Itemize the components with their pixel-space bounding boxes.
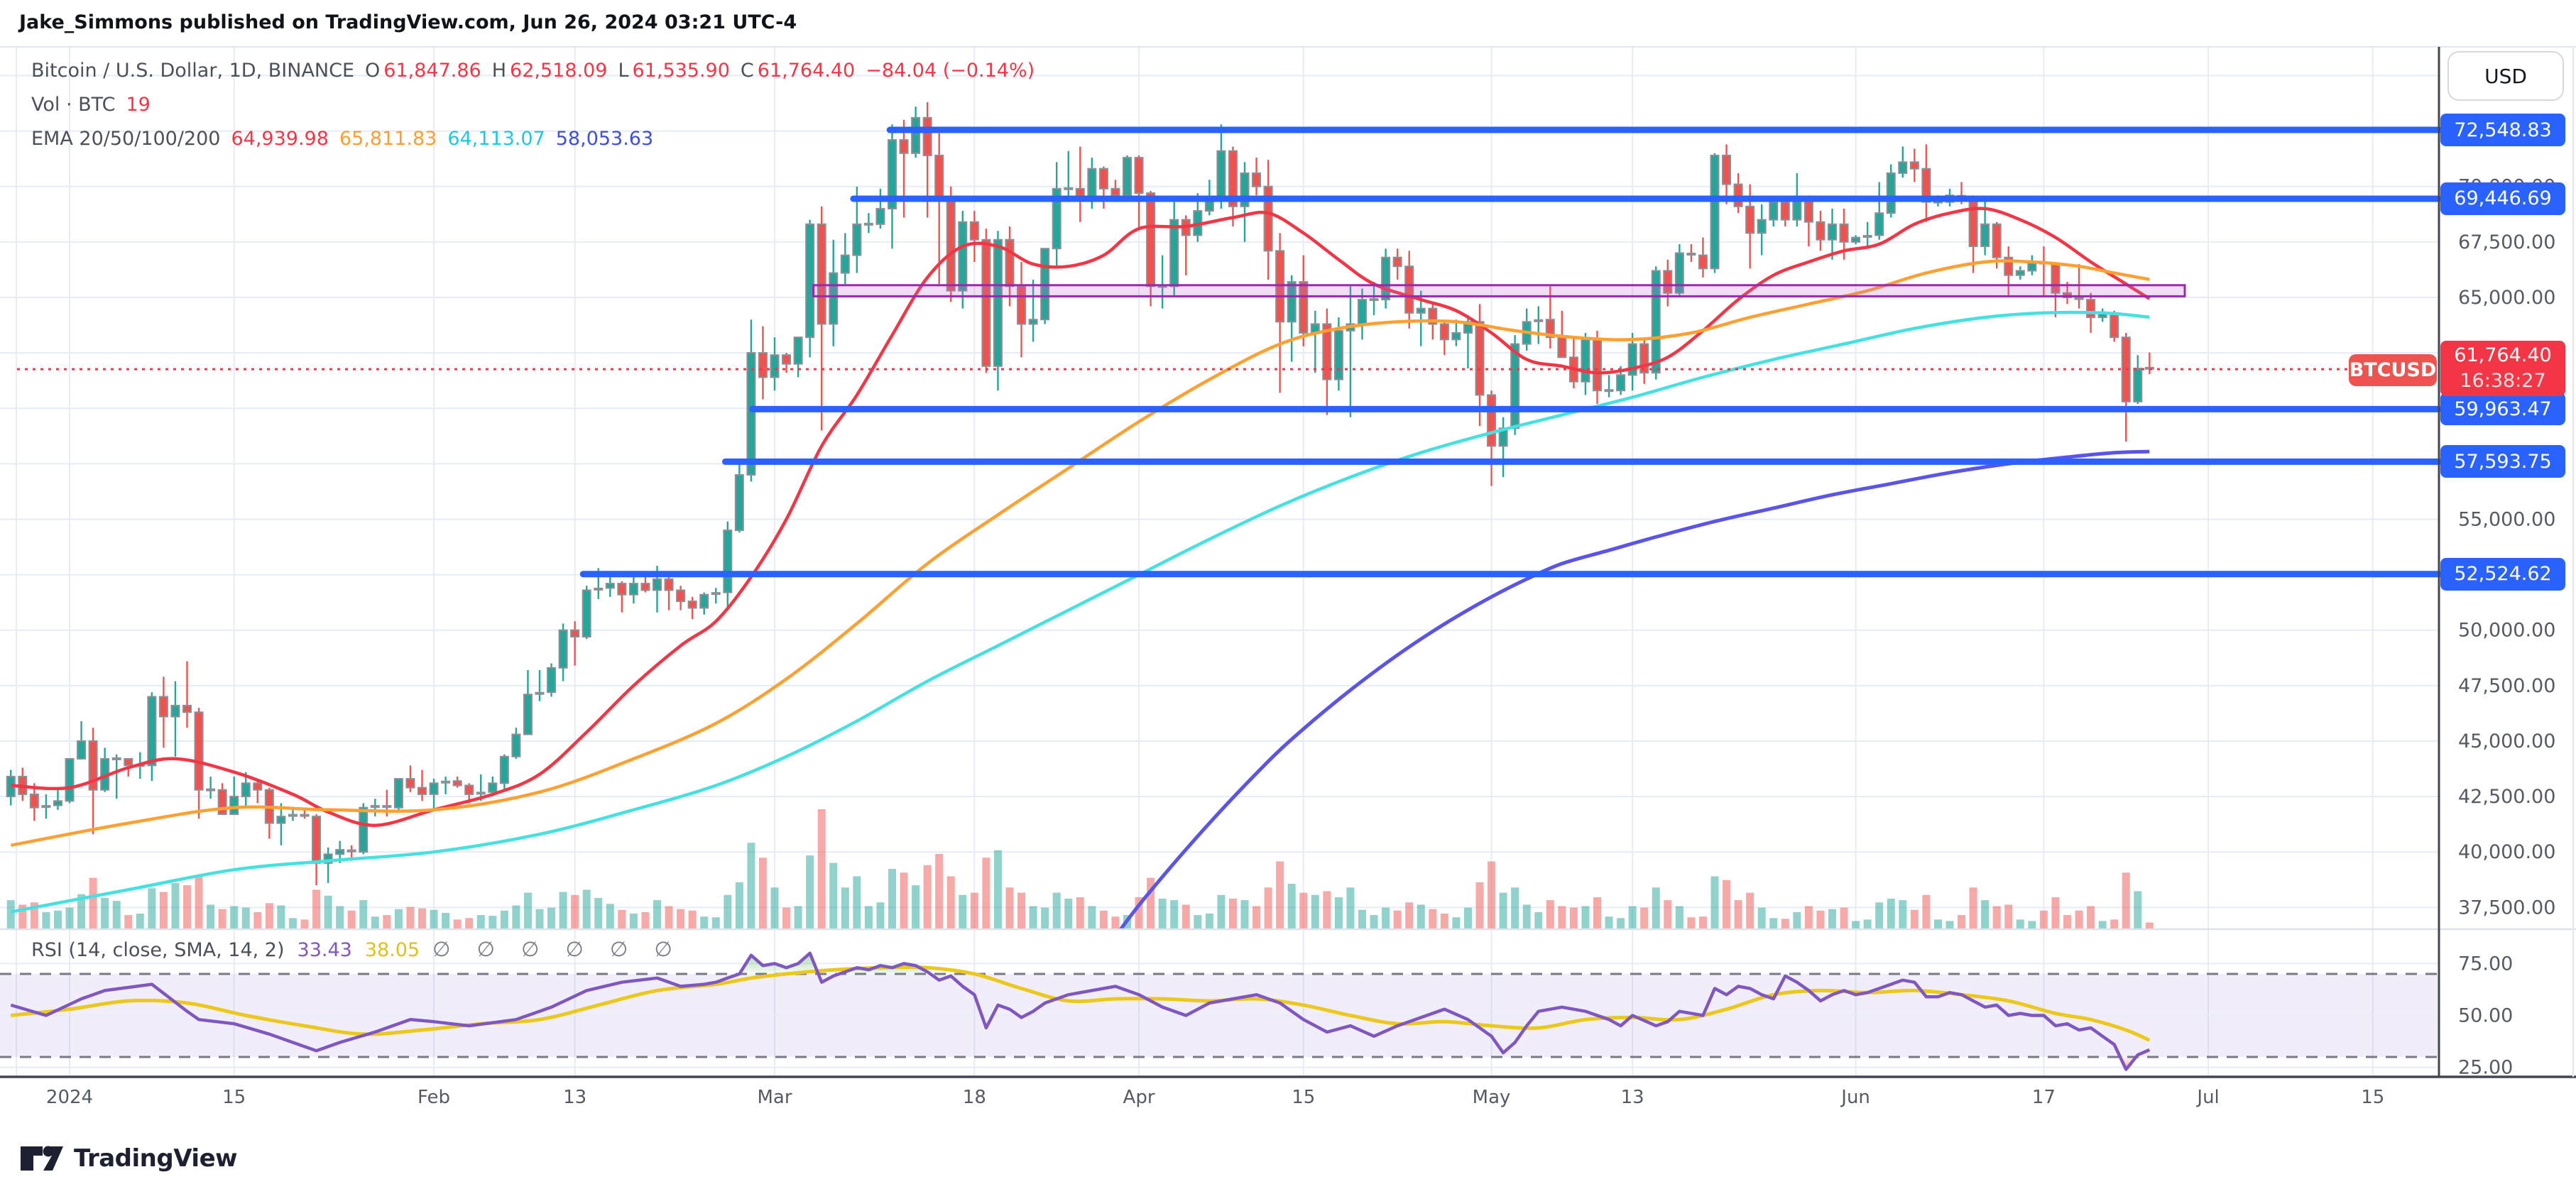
rsi-pane <box>0 951 2438 1071</box>
last-price-badge: 61,764.40 16:38:27 <box>2440 341 2565 396</box>
rsi-label: RSI (14, close, SMA, 14, 2) <box>31 939 285 961</box>
time-axis-label[interactable]: Jun <box>1841 1087 1870 1108</box>
ema200-line <box>1119 449 2150 928</box>
low-label: L <box>618 60 629 82</box>
ohlc-close: C 61,764.40 <box>741 60 855 82</box>
time-axis-label[interactable]: 13 <box>563 1087 587 1108</box>
price-axis-label: 55,000.00 <box>2458 508 2555 530</box>
supply-zone <box>812 284 2186 297</box>
rsi-line <box>10 951 2151 1071</box>
time-axis-label[interactable]: 15 <box>2361 1087 2385 1108</box>
price-axis-label: 67,500.00 <box>2458 231 2555 253</box>
volume-legend-row[interactable]: Vol · BTC 19 <box>31 94 1035 116</box>
time-axis-label[interactable]: 13 <box>1620 1087 1644 1108</box>
tradingview-logo-text: TradingView <box>74 1144 238 1173</box>
time-axis-label[interactable]: 18 <box>962 1087 986 1108</box>
level-price-badge: 57,593.75 <box>2440 445 2565 478</box>
ema-legend-row[interactable]: EMA 20/50/100/200 64,939.98 65,811.83 64… <box>31 128 1035 150</box>
time-axis-label[interactable]: 2024 <box>45 1087 94 1108</box>
volume-label: Vol · BTC <box>31 94 116 116</box>
chart-legend: Bitcoin / U.S. Dollar, 1D, BINANCE O 61,… <box>31 60 1035 162</box>
level-price-badge: 72,548.83 <box>2440 114 2565 147</box>
time-axis-label[interactable]: 15 <box>222 1087 246 1108</box>
price-axis-label: 50,000.00 <box>2458 620 2555 642</box>
symbol-title: Bitcoin / U.S. Dollar, 1D, BINANCE <box>31 60 355 82</box>
volume-value: 19 <box>126 94 151 116</box>
high-value: 62,518.09 <box>510 60 608 82</box>
ema50-line <box>10 259 2150 848</box>
rsi-sma-value: 38.05 <box>364 939 420 961</box>
ema100-line <box>10 310 2150 914</box>
rsi-value: 33.43 <box>297 939 352 961</box>
ema100-value: 64,113.07 <box>447 128 545 150</box>
time-axis-label[interactable]: Mar <box>757 1087 792 1108</box>
rsi-axis-label: 50.00 <box>2458 1005 2513 1027</box>
annotations <box>17 126 2443 578</box>
ema-lines <box>10 207 2151 928</box>
change-value: −84.04 (−0.14%) <box>866 60 1035 82</box>
last-price-value: 61,764.40 <box>2454 344 2552 366</box>
low-value: 61,535.90 <box>632 60 730 82</box>
price-axis-labels: 70,000.0067,500.0065,000.0062,500.0055,0… <box>2458 176 2555 1079</box>
price-axis-label: 47,500.00 <box>2458 675 2555 697</box>
rsi-axis-label: 25.00 <box>2458 1057 2513 1079</box>
rsi-overbought-fill <box>739 953 819 974</box>
level-price-badge: 59,963.47 <box>2440 393 2565 426</box>
price-axis-label: 45,000.00 <box>2458 730 2555 752</box>
tradingview-logo-icon <box>21 1146 63 1171</box>
level-price-badge: 69,446.69 <box>2440 182 2565 215</box>
currency-toggle-button[interactable]: USD <box>2447 51 2564 101</box>
ema20-line <box>11 207 2151 827</box>
rsi-axis-label: 75.00 <box>2458 953 2513 975</box>
time-axis-label[interactable]: 17 <box>2031 1087 2056 1108</box>
price-axis-label: 40,000.00 <box>2458 841 2555 863</box>
ema200-value: 58,053.63 <box>555 128 654 150</box>
price-axis-label: 37,500.00 <box>2458 897 2555 919</box>
symbol-legend-row[interactable]: Bitcoin / U.S. Dollar, 1D, BINANCE O 61,… <box>31 60 1035 82</box>
time-axis-label[interactable]: Jul <box>2197 1087 2220 1108</box>
ema20-value: 64,939.98 <box>231 128 329 150</box>
time-axis-label[interactable]: May <box>1472 1087 1511 1108</box>
open-value: 61,847.86 <box>383 60 481 82</box>
pane-borders <box>0 46 2576 1078</box>
close-label: C <box>740 60 754 82</box>
ohlc-high: H 62,518.09 <box>492 60 608 82</box>
bar-countdown: 16:38:27 <box>2460 370 2546 392</box>
price-axis-label: 65,000.00 <box>2458 287 2555 309</box>
published-line: Jake_Simmons published on TradingView.co… <box>19 11 797 33</box>
high-label: H <box>491 60 507 82</box>
rsi-empty-markers: ∅ ∅ ∅ ∅ ∅ ∅ <box>432 937 682 961</box>
level-price-badge: 52,524.62 <box>2440 557 2565 591</box>
open-label: O <box>365 60 381 82</box>
time-axis-label[interactable]: Apr <box>1123 1087 1155 1108</box>
rsi-legend-row[interactable]: RSI (14, close, SMA, 14, 2) 33.43 38.05 … <box>31 937 682 961</box>
time-axis-label[interactable]: Feb <box>417 1087 451 1108</box>
tradingview-logo[interactable]: TradingView <box>20 1144 238 1173</box>
time-axis-label[interactable]: 15 <box>1292 1087 1316 1108</box>
ohlc-open: O 61,847.86 <box>365 60 481 82</box>
ema50-value: 65,811.83 <box>339 128 437 150</box>
rsi-sma-line <box>11 965 2151 1042</box>
ema-label: EMA 20/50/100/200 <box>31 128 221 150</box>
candles <box>6 102 2154 886</box>
symbol-price-chip: BTCUSD <box>2349 354 2437 386</box>
close-value: 61,764.40 <box>757 60 856 82</box>
price-axis-label: 42,500.00 <box>2458 786 2555 808</box>
ohlc-low: L 61,535.90 <box>618 60 729 82</box>
volume-bars <box>6 809 2154 928</box>
